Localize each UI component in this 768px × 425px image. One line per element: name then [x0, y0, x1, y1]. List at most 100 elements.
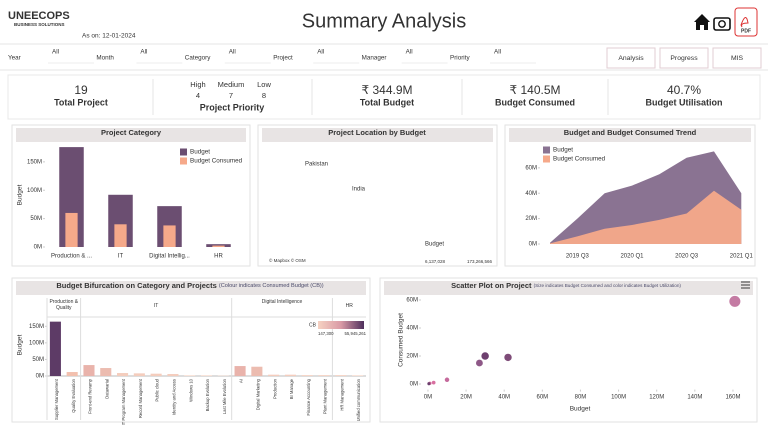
x-tick-label: Last Mile Evolution	[222, 378, 227, 414]
logo-tagline: BUSINESS SOLUTIONS	[14, 22, 65, 27]
page-title: Summary Analysis	[302, 10, 467, 32]
bar	[335, 375, 347, 376]
y-tick-label: 150M	[29, 324, 44, 330]
panel-header	[16, 128, 246, 142]
y-tick-label: 50M	[32, 357, 44, 363]
group-header: Production & Quality	[49, 299, 78, 310]
y-axis-label: Consumed Budget	[398, 313, 405, 367]
legend-swatch	[543, 155, 550, 163]
group-label: Digital Intelligence	[261, 299, 303, 305]
x-tick-label: Digital Marketing	[255, 378, 260, 410]
x-tick-label: 80M	[575, 395, 587, 401]
x-tick-label: Windows 10	[188, 378, 193, 401]
pdf-glyph	[740, 17, 749, 28]
title-text: Budget and Budget Consumed Trend	[564, 128, 697, 137]
nav-button[interactable]	[606, 47, 656, 69]
kpi-label: Budget Utilisation	[646, 97, 723, 107]
nav-button-label[interactable]: MIS	[731, 55, 744, 62]
bar	[100, 368, 112, 376]
y-tick-label: 60M	[525, 165, 537, 171]
y-tick-label: 100M	[27, 188, 42, 194]
subtitle-text: (Size indicates Budget Consumed and colo…	[534, 283, 682, 288]
x-tick-label: Quality Evaluation	[71, 378, 76, 412]
x-tick-label: 2020 Q3	[675, 254, 699, 260]
map-label: India	[352, 187, 366, 193]
y-tick-label: 40M	[525, 191, 537, 197]
y-tick-label: 50M	[30, 216, 42, 222]
group-header: Digital Intelligence	[261, 299, 303, 305]
kpi-label: Total Budget	[360, 97, 414, 107]
x-axis-label: Budget	[570, 406, 591, 413]
as-on-date: As on: 12-01-2024	[82, 33, 136, 40]
color-legend-min: 147,300	[318, 331, 334, 336]
kpi-label: Project Priority	[200, 102, 265, 112]
filter-value: All	[317, 49, 324, 56]
map-label: Pakistan	[305, 162, 328, 168]
header-icons	[694, 7, 758, 37]
bar	[352, 375, 364, 376]
bar	[66, 372, 78, 376]
x-tick-label: 2019 Q3	[566, 254, 590, 260]
kpi-value: 40.7%	[667, 83, 701, 97]
kpi-strip	[7, 74, 761, 120]
panel-title: Budget Bifurcation on Category and Proje…	[56, 281, 323, 290]
x-tick-label: 160M	[725, 395, 740, 401]
map-legend-title: Budget	[425, 242, 444, 248]
x-tick-label: Unified communication	[356, 378, 361, 421]
logo: UNEECOPS	[8, 10, 70, 22]
panel	[11, 277, 371, 423]
bar	[114, 224, 127, 247]
camera-lens	[718, 20, 726, 28]
bar	[163, 225, 176, 247]
subtitle-text: (Colour indicates Consumed Budget (CB))	[219, 283, 324, 289]
home-icon[interactable]	[694, 14, 710, 30]
color-legend-max: 55,945,261	[344, 331, 366, 336]
bar	[212, 245, 225, 247]
filter-value: All	[52, 49, 59, 56]
nav-button[interactable]	[659, 47, 709, 69]
x-tick-label: 2021 Q1	[730, 254, 754, 260]
x-tick-label: Record Management	[138, 378, 143, 418]
y-tick-label: 20M	[406, 354, 418, 360]
bar	[268, 374, 280, 376]
filter-label: Priority	[450, 55, 470, 62]
x-tick-label: HR	[214, 254, 223, 260]
y-tick-label: 60M	[406, 298, 418, 304]
y-tick-label: 20M	[525, 216, 537, 222]
kpi-value: 19	[74, 83, 88, 97]
panel-title: Scatter Plot on Project (Size indicates …	[451, 281, 681, 290]
filter-value: All	[494, 49, 501, 56]
scatter-point	[729, 295, 741, 307]
panel-header	[384, 281, 753, 295]
scatter-point	[444, 377, 450, 383]
scatter-point	[475, 359, 483, 367]
bar	[284, 374, 296, 376]
y-tick-label: 100M	[29, 340, 44, 346]
priority-name: Low	[257, 80, 271, 89]
x-tick-label: HR Management	[339, 378, 344, 410]
bar	[83, 365, 95, 376]
nav-button[interactable]	[712, 47, 762, 69]
pdf-icon[interactable]	[734, 7, 758, 37]
priority-value: 4	[196, 91, 200, 100]
x-tick-label: 100M	[611, 395, 626, 401]
panel-header	[16, 281, 366, 295]
x-tick-label: 0M	[424, 395, 432, 401]
kpi-value: ₹ 140.5M	[510, 83, 561, 97]
x-tick-label: Datawarial	[104, 379, 109, 399]
bar	[167, 374, 179, 376]
nav-button-label[interactable]: Progress	[670, 55, 698, 62]
y-tick-label: 0M	[410, 382, 418, 388]
color-legend-title: CB	[309, 322, 317, 328]
bar	[318, 375, 330, 376]
filter-value: All	[406, 49, 413, 56]
filter-label: Project	[273, 55, 293, 62]
x-tick-label: BI Manage	[289, 378, 294, 399]
color-legend-scale	[318, 321, 364, 329]
x-tick-label: 60M	[536, 395, 548, 401]
x-tick-label: IT	[118, 254, 124, 260]
legend-label: Budget Consumed	[190, 158, 243, 165]
bar	[49, 321, 61, 376]
camera-icon[interactable]	[713, 17, 731, 31]
nav-button-label[interactable]: Analysis	[618, 55, 644, 62]
